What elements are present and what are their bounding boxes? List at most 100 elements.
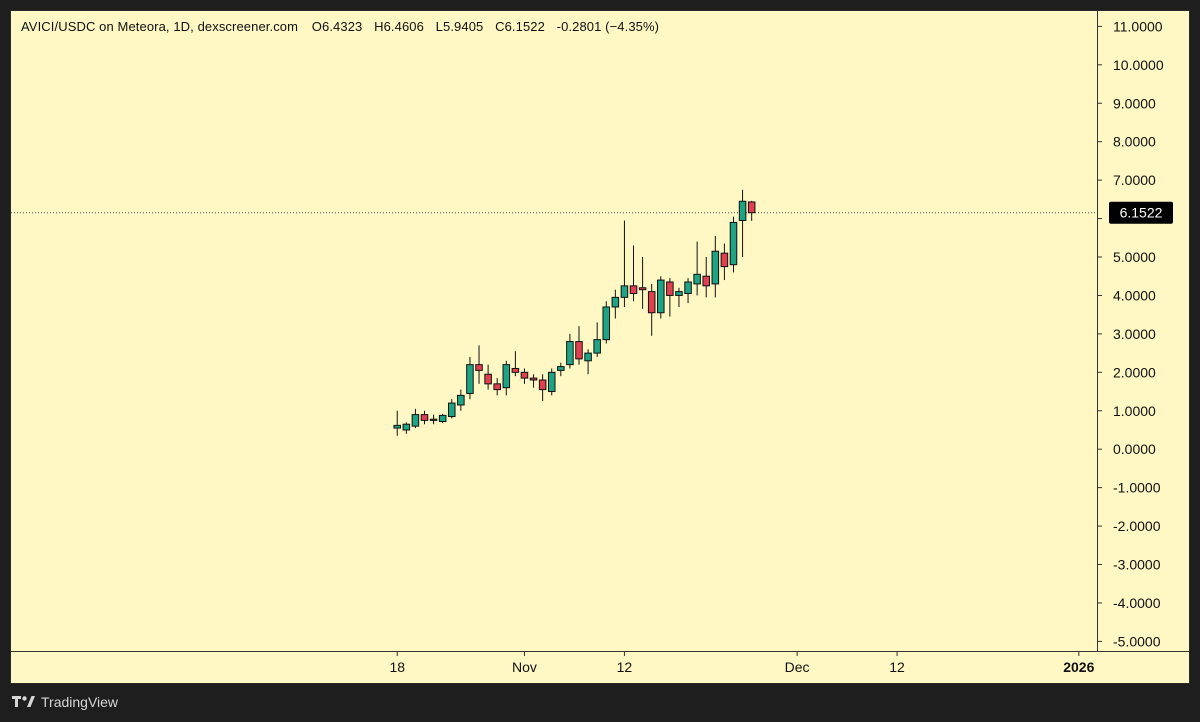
candle-body xyxy=(502,364,511,389)
candle-up xyxy=(711,235,720,298)
candle-down xyxy=(420,410,429,425)
candle-down xyxy=(475,345,483,384)
candle-body xyxy=(520,371,529,379)
candle-body xyxy=(738,200,747,221)
candle-up xyxy=(402,422,411,434)
candle-down xyxy=(511,351,520,377)
candle-up xyxy=(684,278,692,304)
candle-up xyxy=(675,287,683,307)
candle-body xyxy=(493,383,501,391)
candle-up xyxy=(738,189,747,258)
candle-body xyxy=(747,201,756,214)
candle-body xyxy=(566,341,574,366)
candle-body xyxy=(611,296,620,308)
candle-body xyxy=(702,275,710,287)
candle-body xyxy=(447,402,456,418)
price-tick-label: 3.0000 xyxy=(1113,326,1156,342)
last-price-tag xyxy=(1109,201,1173,224)
ohlc-open: O6.4323 xyxy=(311,19,363,34)
price-tick-label: 10.0000 xyxy=(1113,57,1164,73)
candle-up xyxy=(602,301,611,344)
candle-down xyxy=(647,283,656,336)
candle-down xyxy=(493,378,501,396)
time-tick-label: 2026 xyxy=(1063,659,1094,675)
candle-up xyxy=(584,349,592,375)
price-tick-label: 11.0000 xyxy=(1113,18,1163,34)
ohlc-change: -0.2801 (−4.35%) xyxy=(556,19,660,34)
price-tick-label: -1.0000 xyxy=(1113,480,1161,496)
ohlc-close: C6.1522 xyxy=(495,19,545,34)
chart-frame: 11.000010.00009.00008.00007.00006.00005.… xyxy=(10,10,1190,684)
candle-body xyxy=(457,394,465,406)
candle-body xyxy=(475,364,483,371)
candle-body xyxy=(647,291,656,314)
candle-body xyxy=(638,287,647,291)
candle-body xyxy=(584,352,592,362)
price-tick-label: -2.0000 xyxy=(1113,518,1161,534)
candle-body xyxy=(466,364,474,394)
candle-up xyxy=(593,322,601,357)
tradingview-logo-icon xyxy=(12,696,35,707)
price-tick-label: 1.0000 xyxy=(1113,403,1156,419)
candle-body xyxy=(402,423,411,431)
candle-up xyxy=(566,333,574,369)
candle-up xyxy=(393,410,402,436)
time-tick-label: Nov xyxy=(512,659,537,675)
price-tick-label: 4.0000 xyxy=(1113,287,1156,303)
price-tick-label: -3.0000 xyxy=(1113,557,1161,573)
candle-up xyxy=(693,241,701,296)
tradingview-brand: TradingView xyxy=(41,694,119,710)
ohlc-high: H6.4606 xyxy=(374,19,424,34)
candle-body xyxy=(575,341,583,360)
price-tick-label: 5.0000 xyxy=(1113,249,1156,265)
price-tick-label: 7.0000 xyxy=(1113,172,1156,188)
price-axis[interactable]: 11.000010.00009.00008.00007.00006.00005.… xyxy=(1097,18,1164,649)
candle-body xyxy=(420,414,429,421)
candle-body xyxy=(557,366,565,371)
price-tick-label: 2.0000 xyxy=(1113,364,1156,380)
candle-body xyxy=(666,281,674,296)
time-axis[interactable]: 18 Nov 12 Dec 12 2026 xyxy=(389,651,1095,675)
candle-down xyxy=(629,245,638,302)
candle-body xyxy=(429,418,438,421)
candle-body xyxy=(411,414,420,427)
candles xyxy=(393,189,756,436)
candle-body xyxy=(620,285,629,298)
candle-up xyxy=(466,356,474,400)
candle-body xyxy=(511,367,520,373)
candlestick-chart[interactable]: 11.000010.00009.00008.00007.00006.00005.… xyxy=(11,11,1190,684)
tradingview-footer[interactable]: TradingView xyxy=(12,694,118,710)
candle-up xyxy=(502,360,511,396)
candle-up xyxy=(729,216,738,273)
candle-body xyxy=(593,339,601,354)
symbol-title[interactable]: AVICI/USDC on Meteora, 1D, dexscreener.c… xyxy=(21,19,299,34)
candle-up xyxy=(620,220,629,307)
candle-body xyxy=(693,273,701,285)
last-price-tag-group: 6.1522 xyxy=(1109,201,1173,224)
time-tick-label: 12 xyxy=(617,659,633,675)
chart-legend: AVICI/USDC on Meteora, 1D, dexscreener.c… xyxy=(21,19,667,34)
candle-down xyxy=(666,278,674,317)
candle-body xyxy=(393,424,402,429)
candle-down xyxy=(429,414,438,425)
time-tick-label: 12 xyxy=(889,659,905,675)
price-tick-label: -5.0000 xyxy=(1113,633,1161,649)
last-price-tag-label: 6.1522 xyxy=(1120,205,1163,221)
candle-down xyxy=(529,374,538,388)
time-tick-label: Dec xyxy=(785,659,810,675)
candle-up xyxy=(657,276,665,319)
candle-up xyxy=(411,408,420,429)
candle-body xyxy=(720,252,729,268)
candle-down xyxy=(538,374,547,402)
candle-down xyxy=(720,243,729,281)
candle-body xyxy=(657,279,665,314)
candle-body xyxy=(684,281,692,295)
candle-body xyxy=(675,291,683,296)
candle-up xyxy=(611,289,620,319)
candle-body xyxy=(438,414,447,423)
candle-body xyxy=(729,221,738,266)
candle-down xyxy=(702,257,710,298)
price-tick-label: -4.0000 xyxy=(1113,595,1161,611)
axis-lines xyxy=(11,11,1189,652)
candle-body xyxy=(711,250,720,285)
